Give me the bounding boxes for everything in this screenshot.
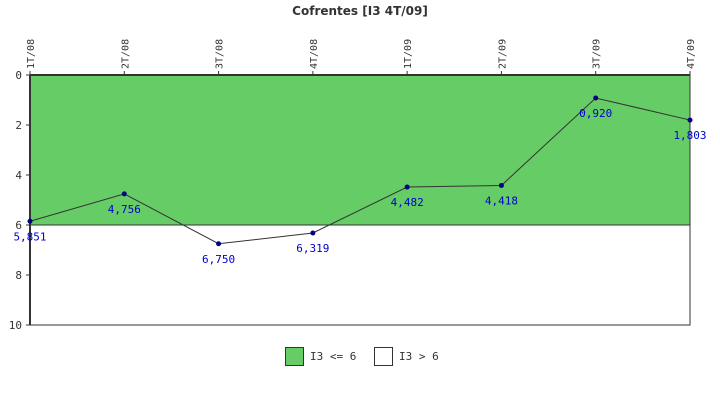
data-label: 4,418 [485,194,518,207]
data-label: 6,319 [296,242,329,255]
legend-label-over: I3 > 6 [399,349,439,363]
data-point [27,218,33,224]
data-label: 4,482 [391,196,424,209]
data-point [404,184,410,190]
x-tick-label: 2T/09 [497,39,508,69]
x-tick-label: 1T/08 [26,39,37,69]
y-tick-label: 2 [15,119,22,132]
data-label: 1,803 [673,129,706,142]
legend-item-ok: I3 <= 6 [285,345,356,367]
legend-swatch-white [374,346,393,366]
y-tick-label: 0 [15,69,22,82]
x-tick-label: 3T/09 [592,39,603,69]
y-tick-label: 10 [9,319,22,332]
legend-swatch-green [285,346,304,366]
legend-item-over: I3 > 6 [374,345,439,367]
data-label: 6,750 [202,253,235,266]
x-tick-label: 4T/08 [309,39,320,69]
data-point [216,241,222,247]
data-point [687,117,693,123]
y-tick-label: 8 [15,269,22,282]
legend-label-ok: I3 <= 6 [310,349,357,363]
data-label: 0,920 [579,107,612,120]
data-point [593,95,599,101]
data-label: 4,756 [108,203,141,216]
chart-title: Cofrentes [I3 4T/09] [292,4,428,18]
data-point [498,182,504,188]
y-tick-label: 4 [15,169,22,182]
data-point [310,230,316,236]
band-0 [29,74,691,226]
x-tick-label: 1T/09 [403,39,414,69]
x-tick-label: 3T/08 [215,39,226,69]
series-line [29,97,691,245]
band-1 [29,224,691,326]
data-point [121,191,127,197]
x-tick-label: 2T/08 [120,39,131,69]
legend: I3 <= 6 I3 > 6 [0,345,720,367]
x-tick-label: 4T/09 [686,39,697,69]
data-label: 5,851 [13,230,46,243]
y-tick-label: 6 [15,219,22,232]
